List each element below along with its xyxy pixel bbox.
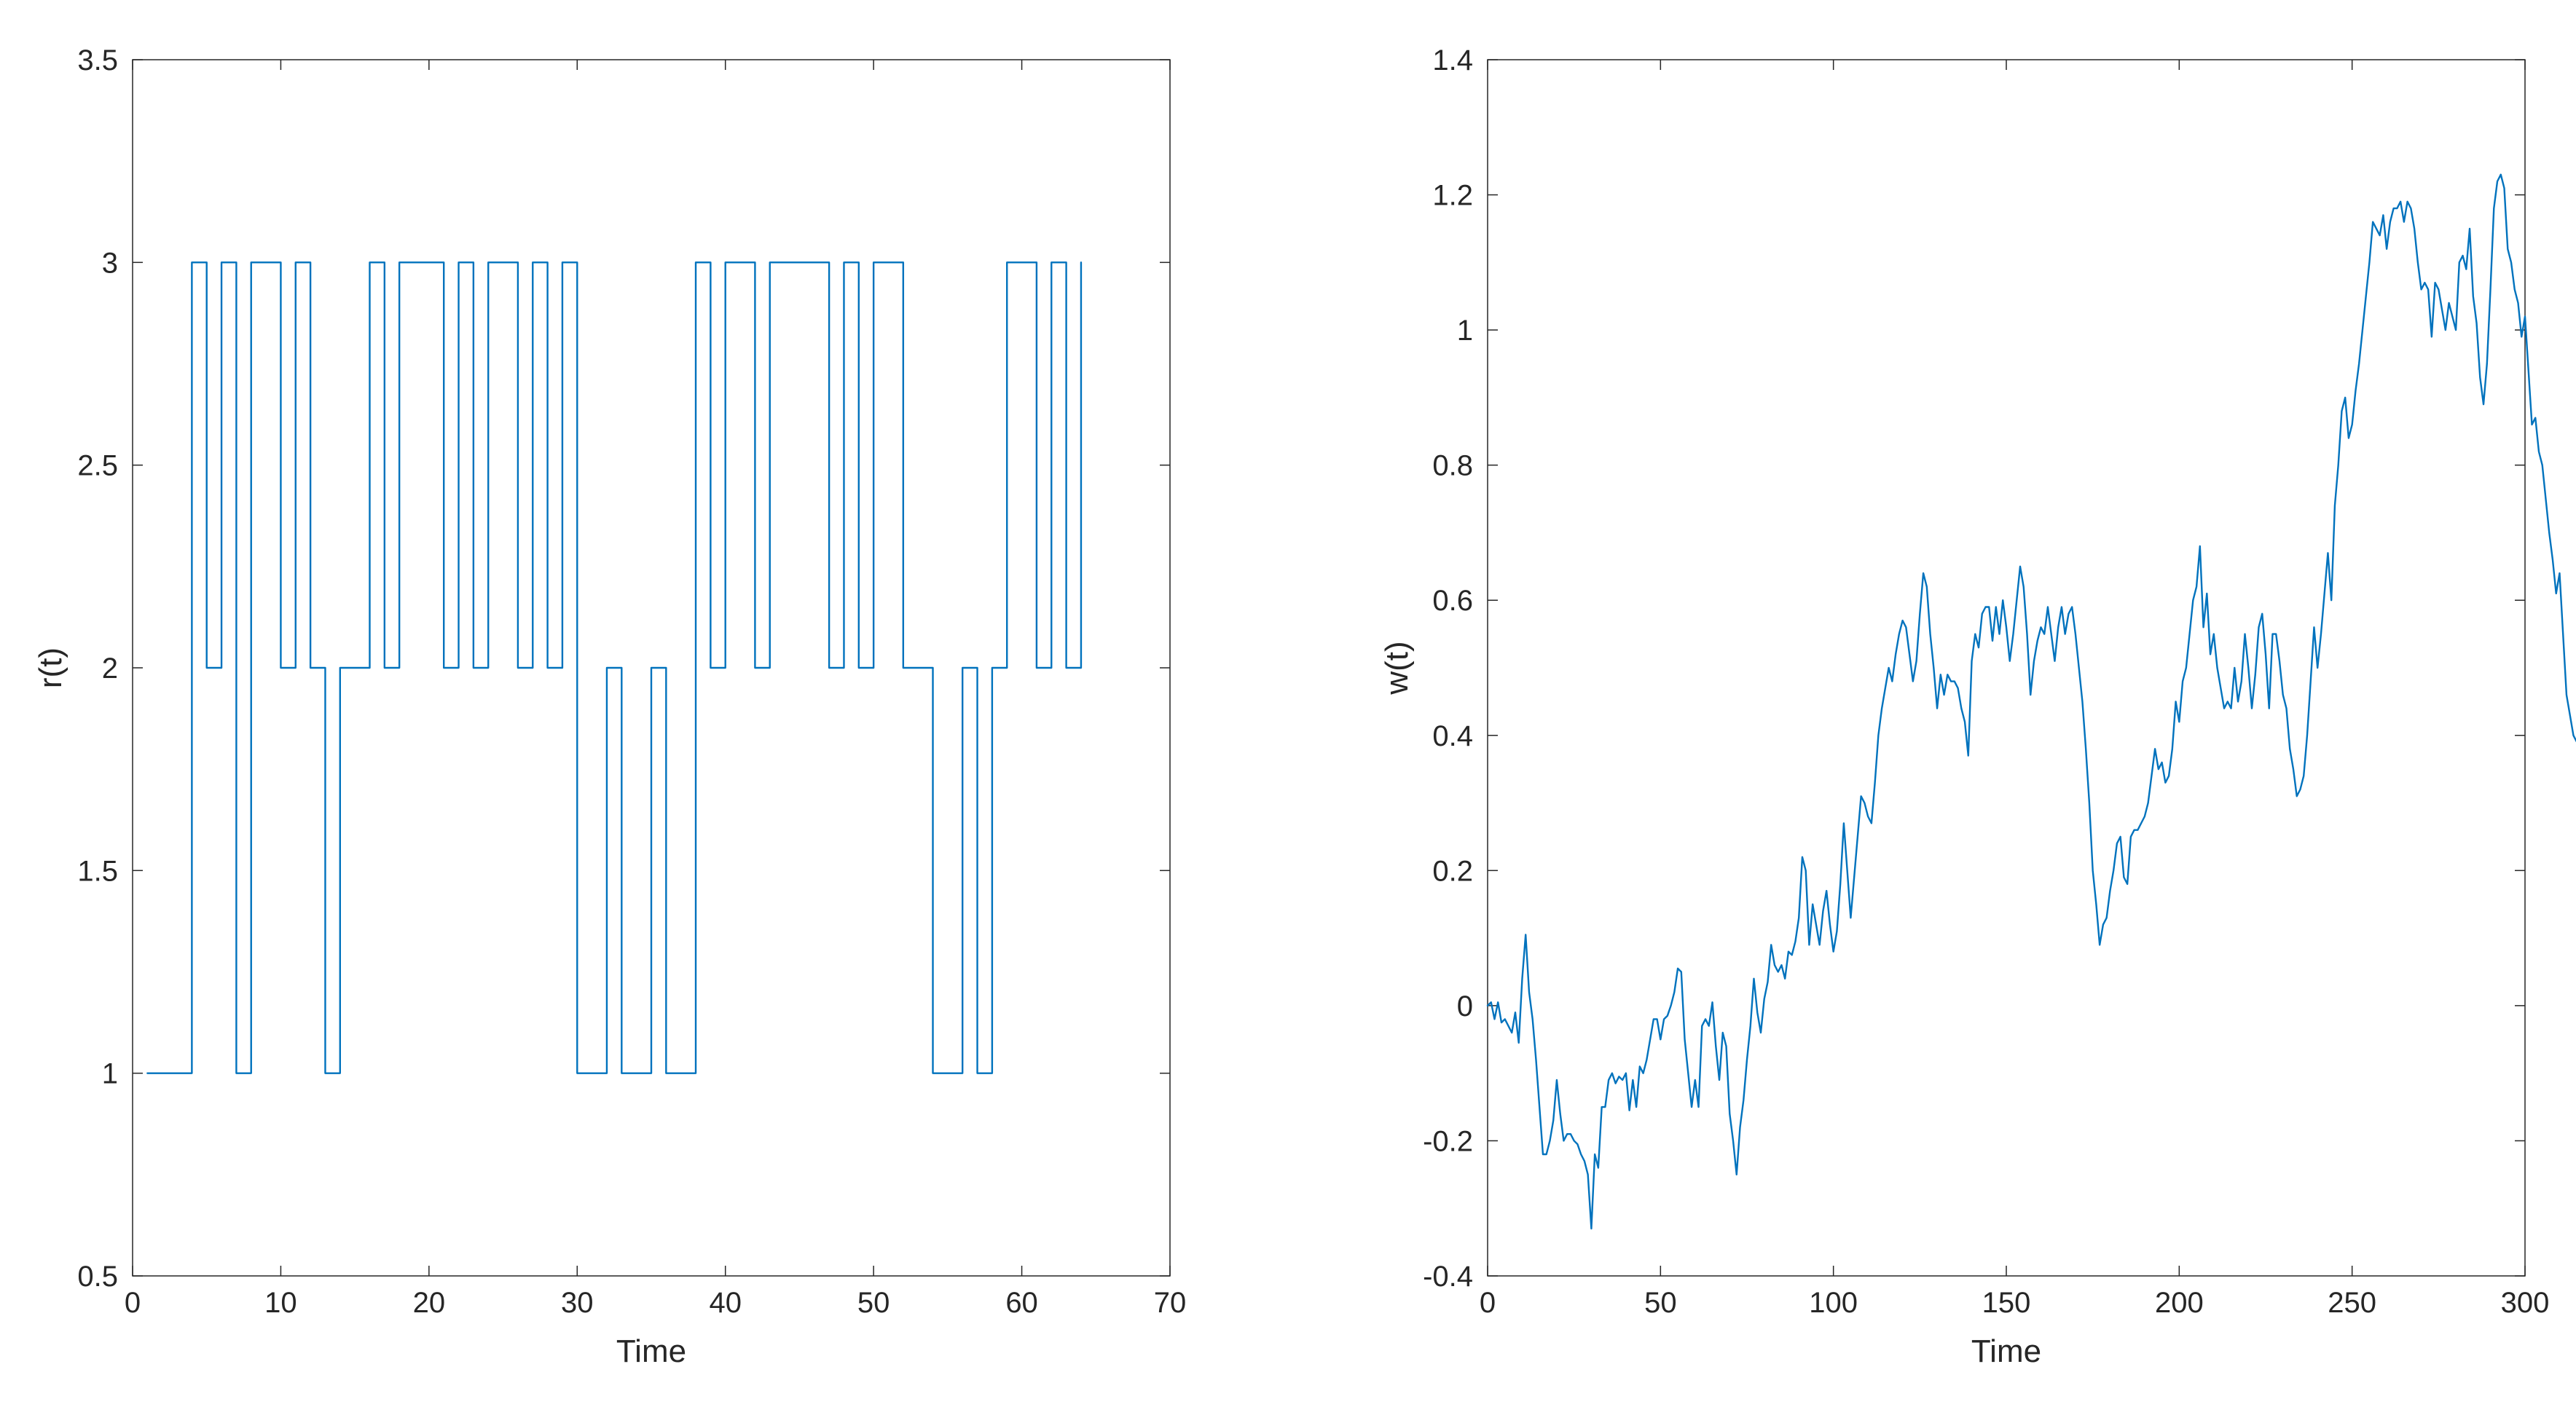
y-tick-label: -0.4 xyxy=(1423,1261,1473,1293)
x-tick-label: 0 xyxy=(125,1287,141,1319)
y-tick-label: 0.5 xyxy=(77,1261,118,1293)
tick-labels-left: 0 10 20 30 40 50 60 70 0.5 1 1.5 2 2.5 3 3.5 xyxy=(77,44,1186,1319)
y-tick-label: 0.4 xyxy=(1432,720,1473,752)
y-tick-label: 3 xyxy=(102,247,118,279)
y-axis-label-right: w(t) xyxy=(1379,641,1415,695)
chart-w-of-t: 0 50 100 150 200 250 300 -0.4 -0.2 0 0.2 0.4 0.6 0.8 1… xyxy=(1379,44,2576,1369)
y-tick-label: 2.5 xyxy=(77,450,118,482)
y-tick-label: 0 xyxy=(1457,990,1473,1022)
series-line-w-of-t xyxy=(1486,173,2576,1230)
x-tick-label: 300 xyxy=(2501,1287,2550,1319)
chart-r-of-t: 0 10 20 30 40 50 60 70 0.5 1 1.5 2 2.5 3 3.5 Time r(t) xyxy=(33,44,1186,1369)
y-tick-label: 1 xyxy=(1457,315,1473,347)
plot-area-frame-right xyxy=(1487,59,2526,1277)
x-tick-label: 50 xyxy=(1644,1287,1677,1319)
y-tick-label: 2 xyxy=(102,653,118,685)
tick-marks-left xyxy=(132,59,1171,1277)
x-axis-label-right: Time xyxy=(1971,1333,2041,1369)
x-tick-label: 10 xyxy=(264,1287,297,1319)
y-tick-label: 0.6 xyxy=(1432,585,1473,617)
x-tick-label: 200 xyxy=(2155,1287,2204,1319)
x-tick-label: 60 xyxy=(1005,1287,1038,1319)
x-tick-label: 40 xyxy=(709,1287,742,1319)
y-axis-label-left: r(t) xyxy=(33,647,68,688)
x-axis-label-left: Time xyxy=(616,1333,686,1369)
y-tick-label: 1.2 xyxy=(1432,180,1473,212)
tick-marks-right xyxy=(1487,59,2526,1277)
y-tick-label: 3.5 xyxy=(77,44,118,76)
x-tick-label: 50 xyxy=(857,1287,890,1319)
y-tick-label: 1.5 xyxy=(77,855,118,887)
y-tick-label: 1 xyxy=(102,1058,118,1090)
x-tick-label: 70 xyxy=(1154,1287,1187,1319)
series-line-r-of-t xyxy=(146,261,1083,1074)
x-tick-label: 0 xyxy=(1480,1287,1496,1319)
y-tick-label: 0.2 xyxy=(1432,855,1473,887)
x-tick-label: 30 xyxy=(561,1287,594,1319)
tick-labels-right: 0 50 100 150 200 250 300 -0.4 -0.2 0 0.2 0.4 0.6 0.8 1… xyxy=(1423,44,2549,1319)
x-tick-label: 100 xyxy=(1809,1287,1858,1319)
y-tick-label: -0.2 xyxy=(1423,1125,1473,1157)
y-tick-label: 1.4 xyxy=(1432,44,1473,76)
x-tick-label: 250 xyxy=(2328,1287,2376,1319)
x-tick-label: 20 xyxy=(413,1287,446,1319)
x-tick-label: 150 xyxy=(1982,1287,2031,1319)
y-tick-label: 0.8 xyxy=(1432,450,1473,482)
